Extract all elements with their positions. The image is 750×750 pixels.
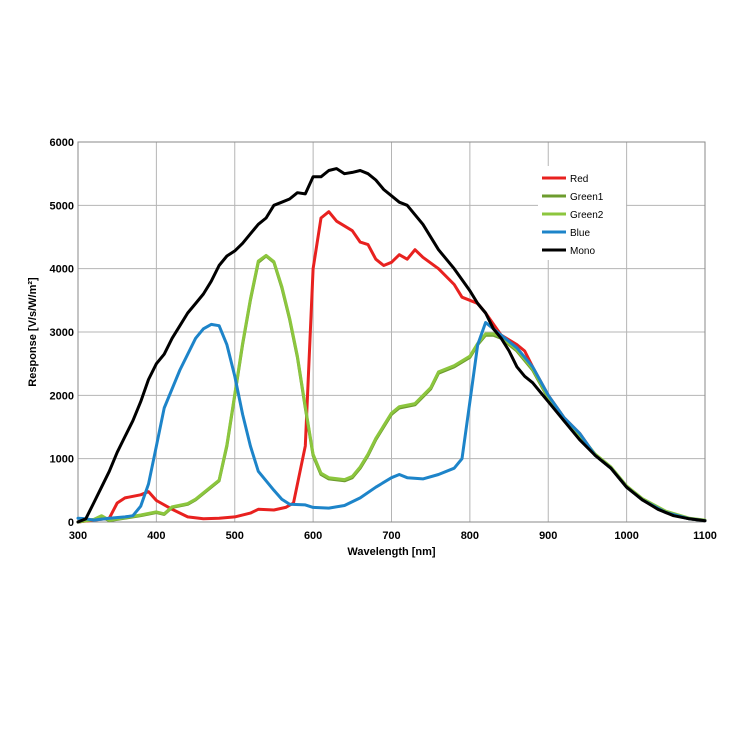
x-tick-label: 600 [304,530,322,542]
y-tick-label: 4000 [50,264,74,276]
legend-label-red: Red [570,174,588,185]
x-tick-label: 400 [147,530,165,542]
legend-label-mono: Mono [570,246,595,257]
series-line-mono [76,167,707,524]
y-tick-label: 6000 [50,137,74,149]
y-axis-title: Response [V/s/W/m²] [27,277,39,387]
y-tick-label: 5000 [50,200,74,212]
plot-frame [77,141,706,523]
y-tick-label: 0 [68,517,74,529]
series-line-blue [76,321,707,523]
x-tick-label: 800 [461,530,479,542]
legend: Red Green1 Green2 Blue Mono [538,166,626,260]
legend-label-green2: Green2 [570,210,604,221]
series-lines [76,167,707,524]
y-tick-label: 1000 [50,454,74,466]
x-tick-label: 1100 [693,530,717,542]
x-tick-label: 900 [539,530,557,542]
x-tick-label: 700 [382,530,400,542]
legend-label-blue: Blue [570,228,590,239]
legend-label-green1: Green1 [570,192,604,203]
x-axis-title: Wavelength [nm] [347,546,436,558]
y-tick-label: 2000 [50,390,74,402]
axes: 300 400 500 600 700 800 900 1000 1100 0 1000 2000 30… [50,137,717,542]
y-tick-label: 3000 [50,327,74,339]
x-tick-label: 1000 [614,530,638,542]
x-tick-label: 300 [69,530,87,542]
x-tick-label: 500 [226,530,244,542]
